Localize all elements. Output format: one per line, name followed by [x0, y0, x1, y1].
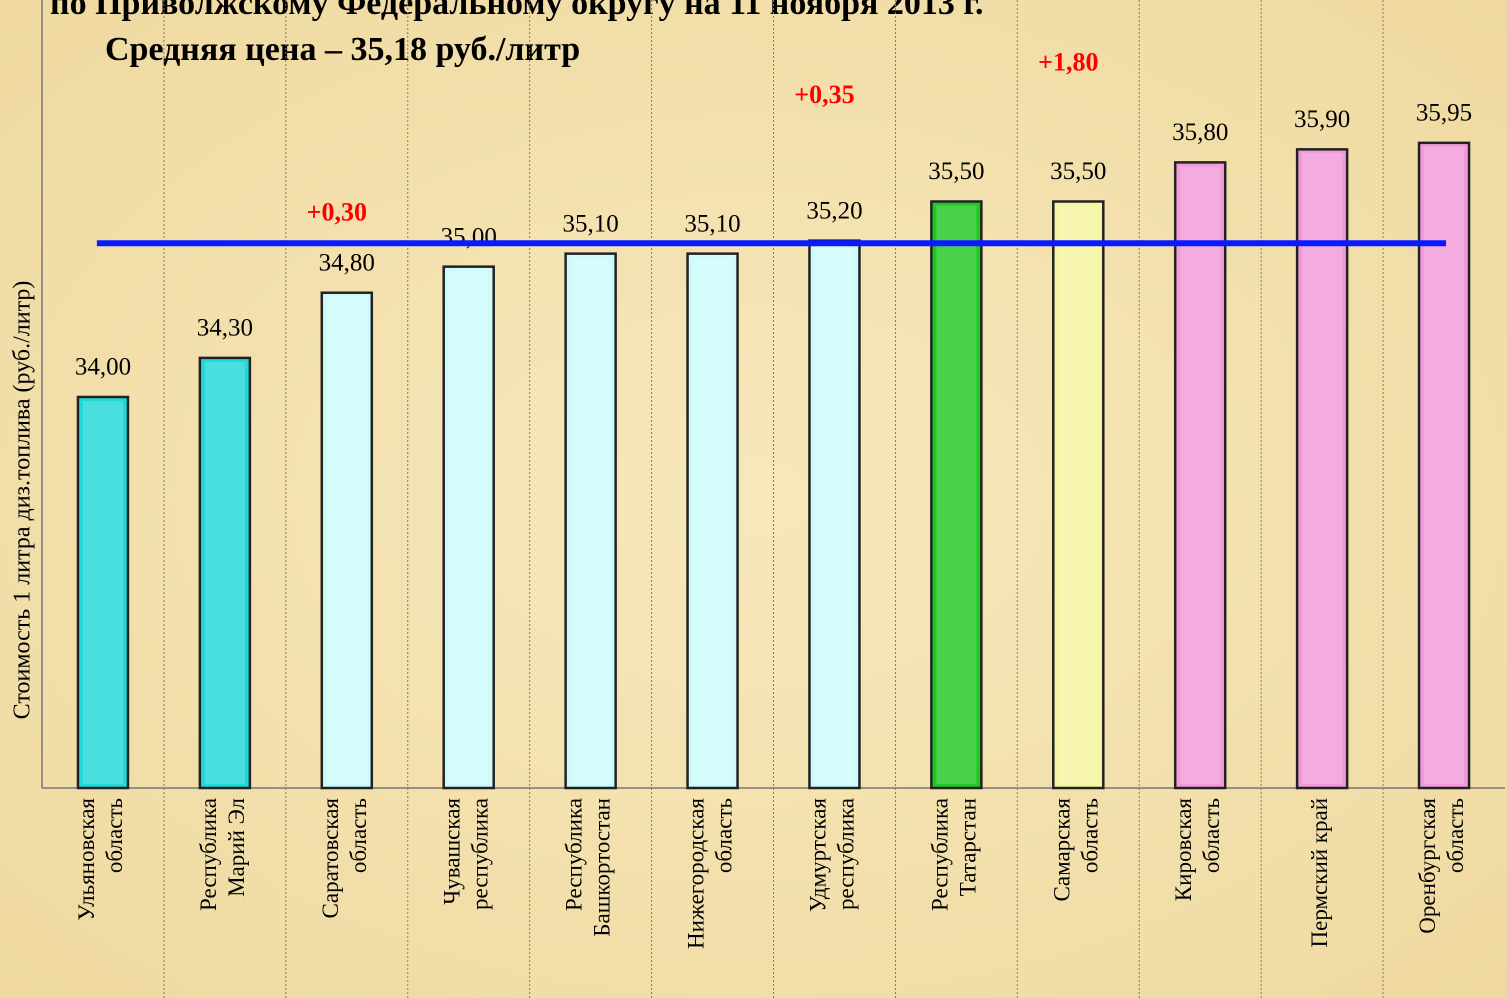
bar	[686, 252, 739, 790]
x-tick-label: Республика Башкортостан	[562, 798, 615, 937]
bar-highlight	[82, 401, 123, 784]
bar-highlight	[326, 296, 367, 784]
chart-title: по Приволжскому Федеральному округу на 1…	[50, 0, 984, 22]
bar-highlight	[814, 244, 855, 785]
bar-highlight	[1058, 205, 1099, 784]
x-tick-label: Пермский край	[1307, 798, 1332, 947]
bar-highlight	[1180, 166, 1221, 784]
x-tick-label: Чувашская республика	[440, 798, 493, 910]
bar-highlight	[936, 205, 977, 784]
bar-highlight	[1302, 153, 1343, 784]
value-label: 34,00	[75, 354, 131, 381]
value-label: 34,30	[197, 315, 253, 342]
value-label: 34,80	[319, 249, 375, 276]
value-label: 35,80	[1172, 119, 1228, 146]
bar	[1295, 148, 1349, 790]
value-label: 35,90	[1294, 106, 1350, 133]
bar	[1417, 141, 1471, 790]
x-tick-label: Республика Марий Эл	[196, 798, 249, 911]
bar	[442, 265, 495, 790]
value-label: 35,10	[684, 210, 740, 237]
x-tick-label: Удмуртская республика	[806, 798, 859, 913]
chart-subtitle: Средняя цена – 35,18 руб./литр	[105, 31, 580, 68]
x-tick-label: Оренбургская область	[1415, 798, 1468, 934]
value-label: 35,95	[1416, 100, 1472, 127]
value-label: 35,50	[1050, 158, 1106, 185]
value-label: 35,00	[441, 223, 497, 250]
bar	[198, 356, 252, 790]
bar	[1052, 200, 1105, 790]
annotation: +0,35	[794, 80, 854, 109]
bar	[76, 395, 130, 790]
bar-highlight	[204, 361, 245, 784]
bar	[808, 239, 861, 790]
bar	[320, 291, 374, 790]
bar-highlight	[1424, 146, 1465, 785]
bar	[1173, 161, 1227, 790]
x-tick-label: Саратовская область	[318, 798, 371, 919]
x-tick-label: Нижегородская область	[684, 798, 737, 949]
annotation: +1,80	[1038, 48, 1098, 77]
annotation: +0,30	[307, 198, 367, 227]
bar	[564, 252, 617, 790]
value-label: 35,50	[928, 158, 984, 185]
bar-highlight	[570, 257, 611, 785]
x-tick-label: Ульяновская область	[74, 798, 127, 921]
value-label: 35,10	[563, 210, 619, 237]
bar-highlight	[448, 270, 489, 785]
bar-highlight	[692, 257, 733, 785]
value-label: 35,20	[806, 197, 862, 224]
x-tick-label: Кировская область	[1171, 798, 1224, 902]
bar	[930, 200, 983, 790]
x-tick-label: Республика Татарстан	[928, 798, 981, 911]
y-axis-label: Стоимость 1 литра диз.топлива (руб./литр…	[10, 281, 36, 720]
x-tick-label: Самарская область	[1050, 798, 1103, 902]
